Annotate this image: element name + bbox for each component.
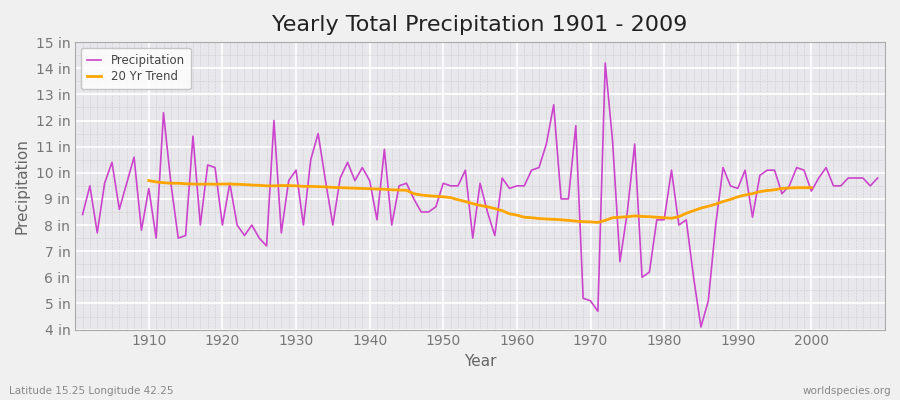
Precipitation <box>608 139 618 144</box>
Text: Latitude 15.25 Longitude 42.25: Latitude 15.25 Longitude 42.25 <box>9 386 174 396</box>
Precipitation <box>136 228 147 233</box>
20 Yr Trend <box>312 184 323 189</box>
Precipitation <box>696 324 706 329</box>
20 Yr Trend <box>298 184 309 189</box>
Precipitation <box>511 184 522 188</box>
Precipitation <box>342 160 353 165</box>
20 Yr Trend <box>592 220 603 225</box>
Legend: Precipitation, 20 Yr Trend: Precipitation, 20 Yr Trend <box>81 48 191 89</box>
Title: Yearly Total Precipitation 1901 - 2009: Yearly Total Precipitation 1901 - 2009 <box>273 15 688 35</box>
20 Yr Trend <box>806 185 817 190</box>
Precipitation <box>77 212 88 217</box>
20 Yr Trend <box>798 185 809 190</box>
X-axis label: Year: Year <box>464 354 496 369</box>
20 Yr Trend <box>224 182 235 186</box>
Text: worldspecies.org: worldspecies.org <box>803 386 891 396</box>
Y-axis label: Precipitation: Precipitation <box>15 138 30 234</box>
Precipitation <box>504 186 515 191</box>
Precipitation <box>599 61 610 66</box>
20 Yr Trend <box>710 202 721 206</box>
20 Yr Trend <box>143 178 154 183</box>
Line: 20 Yr Trend: 20 Yr Trend <box>148 181 812 222</box>
Line: Precipitation: Precipitation <box>83 63 878 327</box>
20 Yr Trend <box>791 185 802 190</box>
Precipitation <box>298 223 309 228</box>
Precipitation <box>872 176 883 180</box>
